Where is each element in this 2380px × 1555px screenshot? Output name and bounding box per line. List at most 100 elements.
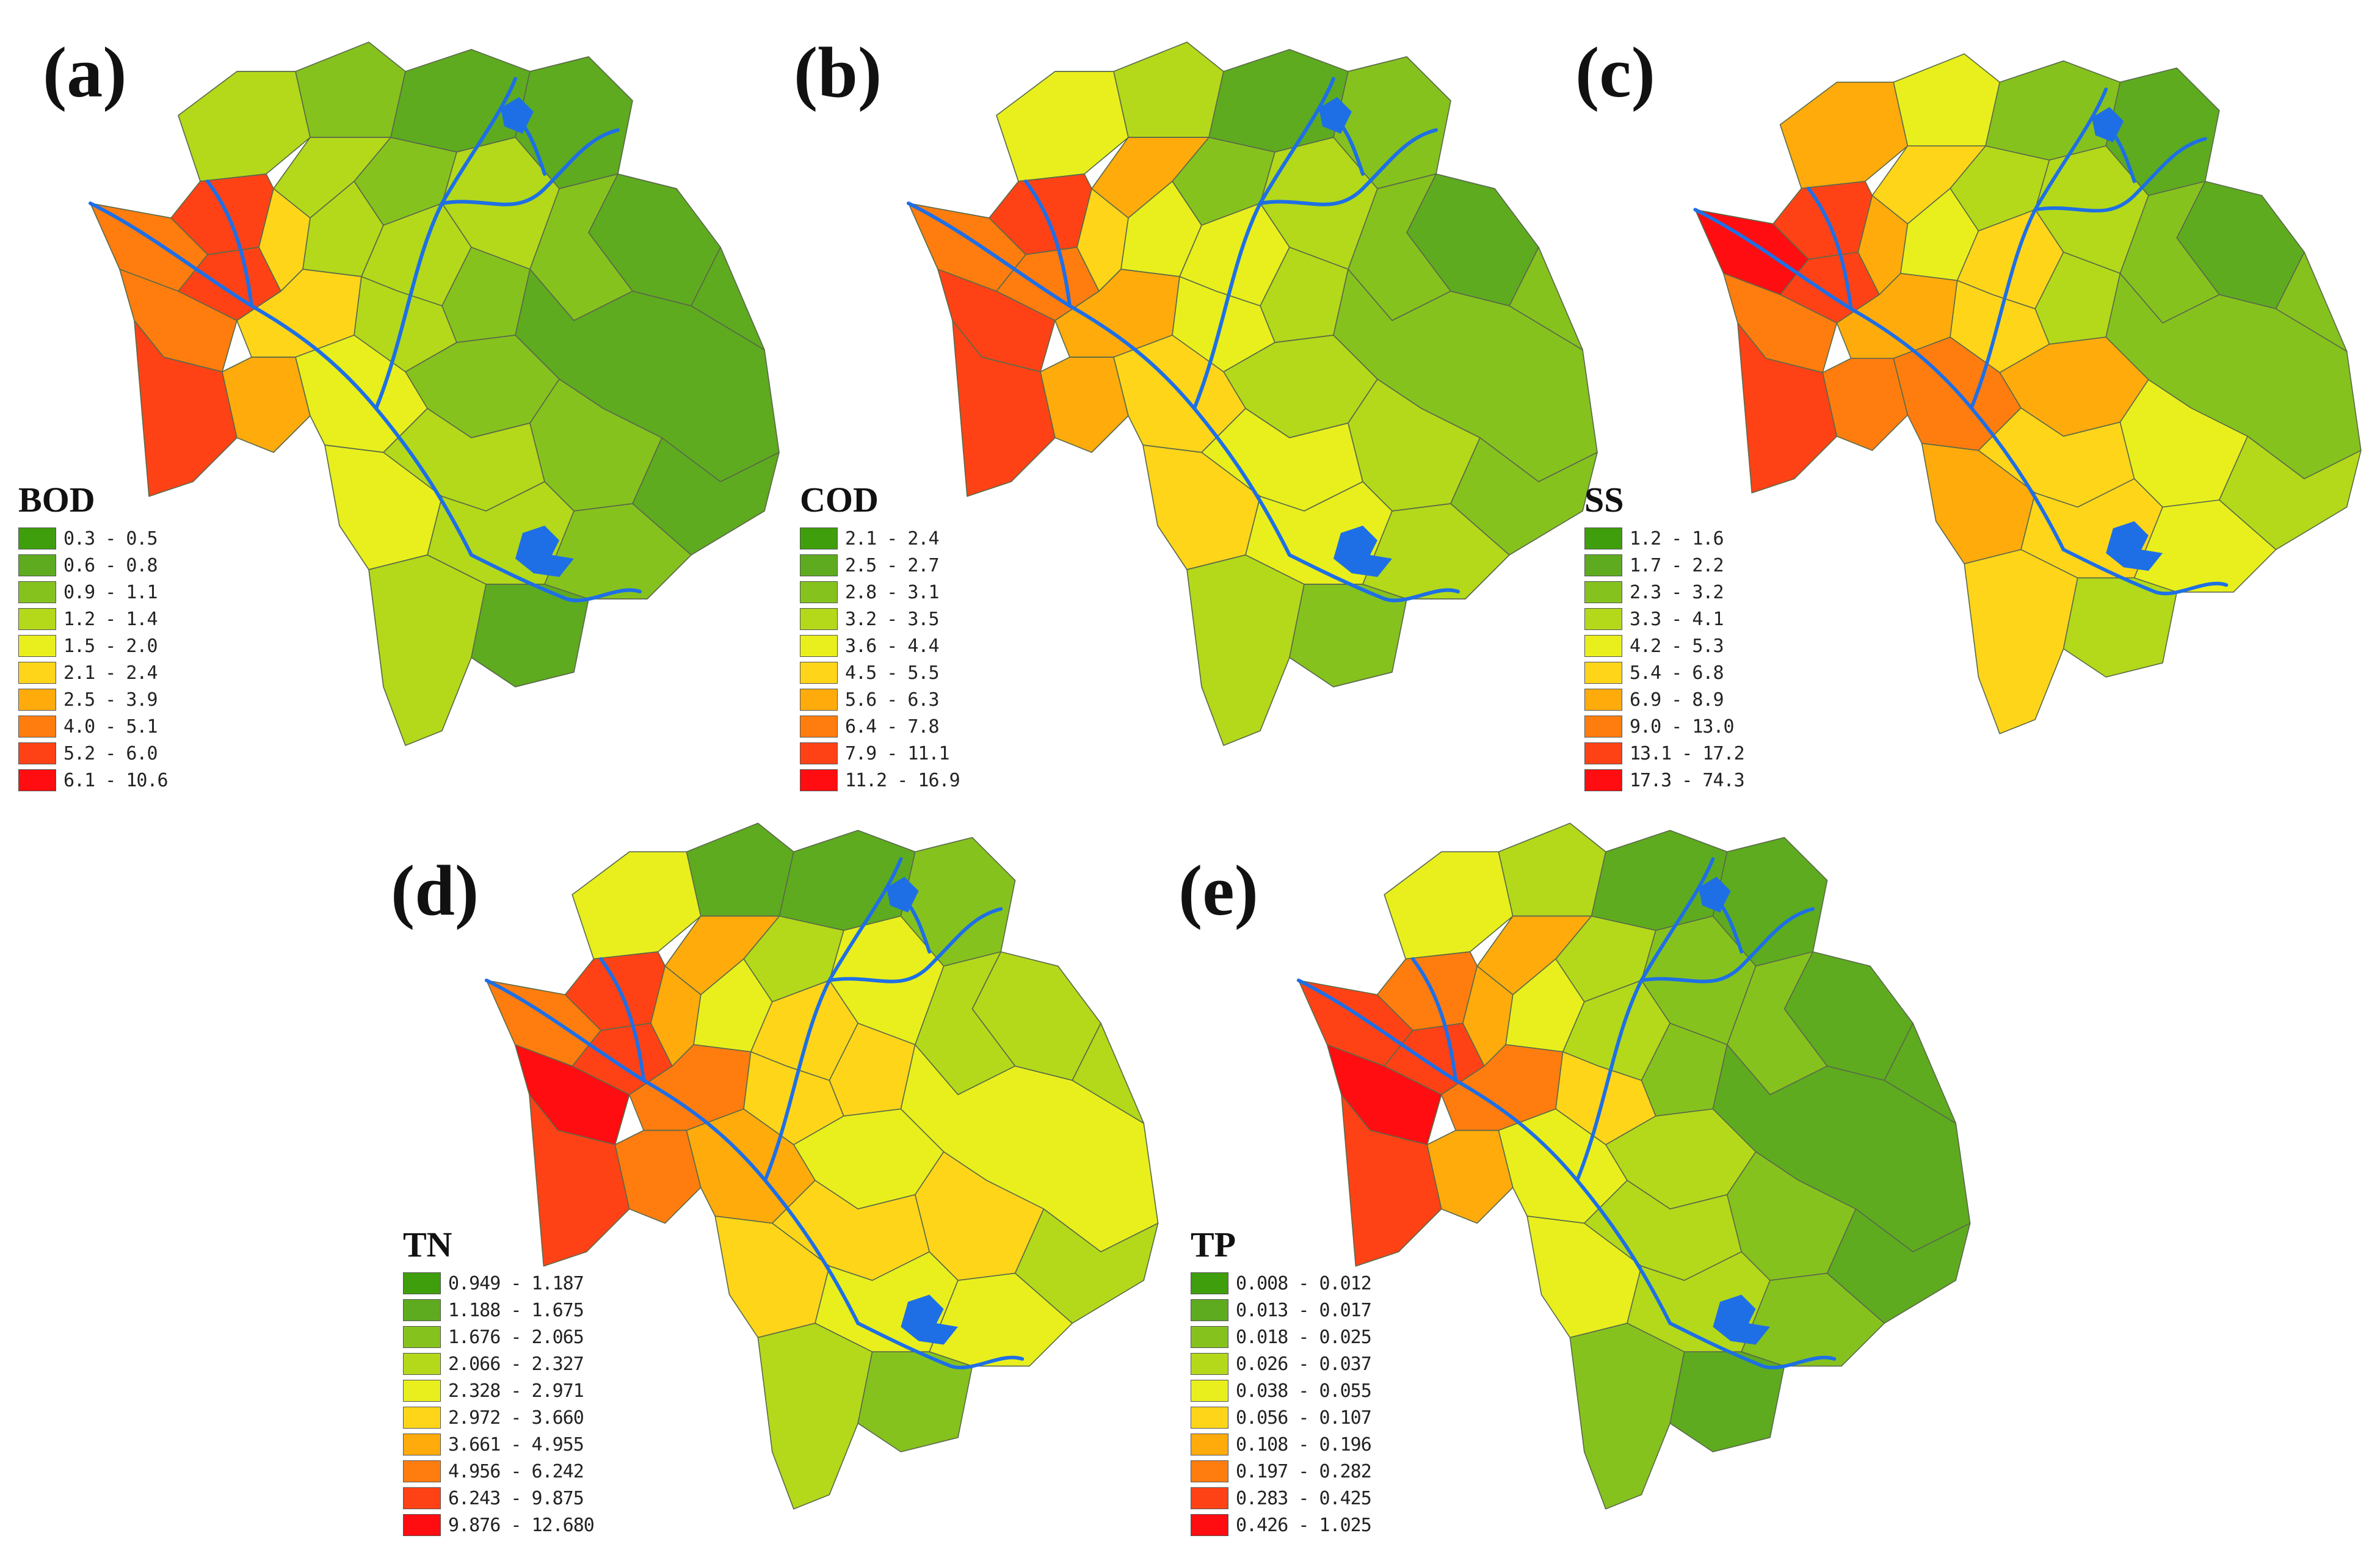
legend-item: 7.9 - 11.1: [800, 740, 960, 767]
legend-item: 2.1 - 2.4: [18, 659, 168, 686]
legend-item: 2.1 - 2.4: [800, 525, 960, 552]
legend-swatch: [18, 689, 56, 711]
legend-item: 0.426 - 1.025: [1191, 1512, 1372, 1539]
legend-swatch: [1191, 1460, 1228, 1482]
sub-basin: [2063, 577, 2178, 678]
legend-item: 2.3 - 3.2: [1584, 579, 1744, 606]
legend-swatch: [800, 554, 838, 576]
legend-swatch: [1584, 742, 1622, 764]
legend-label: 1.7 - 2.2: [1630, 554, 1724, 576]
legend-label: 5.2 - 6.0: [63, 742, 158, 764]
river: [484, 978, 860, 1325]
sub-basin: [1591, 830, 1728, 931]
legend-swatch: [1191, 1380, 1228, 1402]
panel-d: (d) TN 0.949 - 1.187 1.188 - 1.675 1.676 -…: [366, 775, 1191, 1555]
legend-swatch: [1191, 1353, 1228, 1375]
panel-label: (e): [1178, 850, 1258, 930]
legend-title: BOD: [18, 480, 95, 520]
legend-label: 1.188 - 1.675: [448, 1299, 584, 1321]
legend-swatch: [1191, 1272, 1228, 1294]
river: [2061, 548, 2229, 596]
river: [1639, 907, 1815, 984]
legend-swatch: [1584, 554, 1622, 576]
sub-basin: [857, 1351, 973, 1452]
legend-label: 2.972 - 3.660: [448, 1407, 584, 1429]
reservoir: [1713, 1294, 1770, 1345]
legend-item: 4.2 - 5.3: [1584, 633, 1744, 659]
legend-label: 2.3 - 3.2: [1630, 581, 1724, 603]
legend-swatch: [1191, 1326, 1228, 1348]
panel-label: (c): [1575, 32, 1655, 112]
map-legend: TN 0.949 - 1.187 1.188 - 1.675 1.676 - 2.0…: [403, 1225, 595, 1539]
legend-label: 9.0 - 13.0: [1630, 716, 1735, 738]
legend-swatch: [1191, 1487, 1228, 1509]
legend-label: 1.2 - 1.6: [1630, 527, 1724, 549]
legend-swatch: [18, 769, 56, 791]
sub-basin: [1113, 42, 1224, 138]
reservoir: [2092, 107, 2124, 143]
river: [1192, 77, 1335, 410]
choropleth-map: [89, 42, 780, 746]
reservoir: [1333, 526, 1392, 577]
river: [470, 553, 642, 603]
sub-basin: [778, 830, 916, 931]
legend-label: 2.5 - 2.7: [845, 554, 940, 576]
legend-swatch: [1584, 716, 1622, 738]
legend-label: 7.9 - 11.1: [845, 742, 950, 764]
map-legend: TP 0.008 - 0.012 0.013 - 0.017 0.018 - 0.0…: [1191, 1225, 1372, 1539]
river: [1288, 553, 1460, 603]
legend-item: 4.0 - 5.1: [18, 713, 168, 740]
legend-swatch: [1191, 1299, 1228, 1321]
legend-title: TN: [403, 1225, 452, 1264]
legend-label: 3.3 - 4.1: [1630, 608, 1724, 630]
sub-basin: [757, 1322, 873, 1510]
sub-basin: [952, 320, 1056, 497]
legend-label: 1.2 - 1.4: [63, 608, 158, 630]
legend-label: 0.026 - 0.037: [1236, 1353, 1372, 1375]
legend-item: 0.056 - 0.107: [1191, 1404, 1372, 1431]
legend-item: 11.2 - 16.9: [800, 767, 960, 794]
legend-label: 2.328 - 2.971: [448, 1380, 584, 1402]
river: [1296, 978, 1672, 1325]
legend-swatch: [800, 581, 838, 603]
legend-label: 4.0 - 5.1: [63, 716, 158, 738]
legend-item: 0.108 - 0.196: [1191, 1431, 1372, 1458]
legend-swatch: [403, 1514, 441, 1536]
legend-item: 1.5 - 2.0: [18, 633, 168, 659]
sub-basin: [686, 822, 794, 917]
legend-title: TP: [1191, 1225, 1236, 1264]
legend-swatch: [800, 662, 838, 684]
legend-label: 6.243 - 9.875: [448, 1487, 584, 1509]
legend-label: 5.6 - 6.3: [845, 689, 940, 711]
legend-item: 0.018 - 0.025: [1191, 1324, 1372, 1350]
legend-swatch: [18, 662, 56, 684]
legend-item: 9.876 - 12.680: [403, 1512, 595, 1539]
legend-label: 2.1 - 2.4: [63, 662, 158, 684]
legend-swatch: [403, 1434, 441, 1455]
choropleth-map: [1693, 53, 2362, 734]
legend-item: 4.956 - 6.242: [403, 1458, 594, 1485]
legend-swatch: [403, 1380, 441, 1402]
reservoir: [1699, 877, 1731, 913]
legend-item: 6.4 - 7.8: [800, 713, 960, 740]
sub-basin: [1884, 1023, 1957, 1124]
legend-item: 2.328 - 2.971: [403, 1377, 594, 1404]
sub-basin: [1964, 549, 2078, 734]
sub-basin: [1289, 584, 1407, 687]
legend-item: 0.197 - 0.282: [1191, 1458, 1372, 1485]
sub-basin: [1498, 822, 1606, 917]
sub-basin: [1669, 1351, 1785, 1452]
legend-item: 1.2 - 1.6: [1584, 525, 1744, 552]
legend-item: 0.3 - 0.5: [18, 525, 168, 552]
river: [1969, 87, 2108, 410]
legend-label: 4.5 - 5.5: [845, 662, 940, 684]
legend-label: 3.661 - 4.955: [448, 1434, 584, 1455]
sub-basin: [134, 320, 238, 497]
legend-label: 0.008 - 0.012: [1236, 1272, 1372, 1294]
legend-item: 0.013 - 0.017: [1191, 1297, 1372, 1324]
legend-item: 9.0 - 13.0: [1584, 713, 1744, 740]
legend-item: 0.6 - 0.8: [18, 552, 168, 579]
panel-a: (a) BOD 0.3 - 0.5 0.6 - 0.8 0.9 - 1.1 1.2 -…: [0, 0, 794, 794]
sub-basin: [390, 49, 531, 153]
legend-label: 4.956 - 6.242: [448, 1460, 584, 1482]
